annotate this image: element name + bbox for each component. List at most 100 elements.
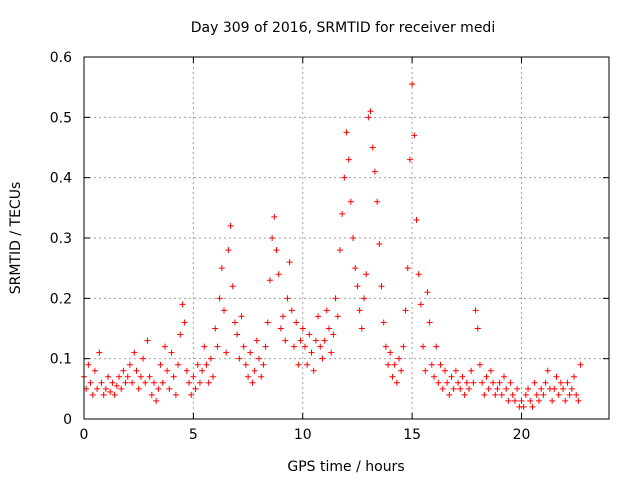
data-point bbox=[295, 361, 302, 368]
data-point bbox=[214, 343, 221, 350]
data-point bbox=[417, 301, 424, 308]
data-point bbox=[216, 295, 223, 302]
data-point bbox=[282, 337, 289, 344]
data-point bbox=[164, 367, 171, 374]
data-point bbox=[124, 373, 131, 380]
data-point bbox=[332, 295, 339, 302]
data-point bbox=[262, 343, 269, 350]
data-point bbox=[89, 391, 96, 398]
data-point bbox=[277, 325, 284, 332]
data-point bbox=[161, 343, 168, 350]
data-point bbox=[299, 325, 306, 332]
data-point bbox=[577, 361, 584, 368]
data-point bbox=[459, 373, 466, 380]
data-point bbox=[188, 391, 195, 398]
data-point bbox=[256, 355, 262, 362]
data-point bbox=[376, 241, 383, 248]
data-point bbox=[102, 385, 109, 392]
data-point bbox=[494, 385, 501, 392]
data-point bbox=[207, 355, 214, 362]
data-point bbox=[223, 349, 230, 356]
data-point bbox=[179, 301, 186, 308]
data-point bbox=[280, 313, 287, 320]
data-point bbox=[312, 337, 319, 344]
data-point bbox=[142, 379, 149, 386]
data-point bbox=[444, 379, 451, 386]
data-point bbox=[286, 259, 293, 266]
data-point bbox=[120, 367, 127, 374]
data-point bbox=[323, 307, 330, 314]
data-point bbox=[452, 367, 459, 374]
data-point bbox=[551, 385, 558, 392]
data-point bbox=[529, 403, 536, 410]
data-point bbox=[393, 379, 400, 386]
data-point bbox=[533, 391, 540, 398]
data-point bbox=[275, 271, 282, 278]
y-tick-label: 0.1 bbox=[50, 352, 72, 368]
data-point bbox=[409, 81, 416, 88]
data-point bbox=[94, 385, 101, 392]
data-point bbox=[566, 391, 573, 398]
data-point bbox=[131, 349, 138, 356]
data-point bbox=[367, 108, 374, 115]
x-tick-label: 0 bbox=[80, 427, 89, 443]
data-point bbox=[321, 337, 328, 344]
data-point bbox=[361, 295, 367, 302]
plot-frame bbox=[83, 56, 610, 420]
data-point bbox=[288, 307, 295, 314]
tick-labels: 0 5 10 15 20 0 0.1 0.2 0.3 0.4 0.5 0.6 bbox=[50, 50, 531, 443]
data-point bbox=[557, 379, 564, 386]
data-point bbox=[404, 265, 411, 272]
data-point bbox=[330, 331, 337, 338]
data-point bbox=[509, 391, 516, 398]
data-point bbox=[507, 379, 514, 386]
data-point bbox=[310, 367, 317, 374]
data-point bbox=[496, 379, 503, 386]
data-point bbox=[116, 373, 122, 380]
data-point bbox=[148, 391, 155, 398]
data-point bbox=[476, 361, 483, 368]
data-point bbox=[201, 343, 208, 350]
data-point bbox=[387, 349, 394, 356]
data-point bbox=[159, 379, 166, 386]
data-point bbox=[468, 367, 475, 374]
data-point bbox=[212, 325, 219, 332]
data-point bbox=[172, 391, 179, 398]
data-point bbox=[463, 379, 470, 386]
data-point bbox=[485, 385, 492, 392]
data-point bbox=[336, 247, 343, 254]
data-point bbox=[183, 367, 190, 374]
data-point bbox=[571, 373, 577, 380]
data-point bbox=[247, 349, 254, 356]
data-point bbox=[181, 319, 188, 326]
data-point bbox=[293, 319, 300, 326]
data-point bbox=[555, 391, 562, 398]
data-point bbox=[249, 379, 256, 386]
data-point bbox=[560, 385, 567, 392]
data-point bbox=[105, 373, 112, 380]
data-point bbox=[227, 222, 234, 229]
data-point bbox=[155, 385, 162, 392]
data-point bbox=[260, 361, 267, 368]
data-point bbox=[236, 355, 243, 362]
data-point bbox=[284, 295, 291, 302]
data-point bbox=[511, 397, 518, 404]
data-point bbox=[315, 313, 322, 320]
data-point bbox=[122, 379, 129, 386]
y-tick-label: 0.6 bbox=[50, 50, 72, 66]
data-point bbox=[91, 367, 98, 374]
data-point bbox=[153, 397, 160, 404]
data-point bbox=[269, 235, 276, 241]
data-point bbox=[319, 355, 326, 362]
data-point bbox=[481, 391, 488, 398]
data-point bbox=[365, 114, 372, 121]
data-point bbox=[503, 385, 510, 392]
data-point bbox=[402, 307, 409, 314]
chart-title: Day 309 of 2016, SRMTID for receiver med… bbox=[191, 20, 495, 36]
data-point bbox=[146, 373, 153, 380]
data-point bbox=[518, 397, 525, 404]
data-point bbox=[396, 355, 402, 362]
data-point bbox=[231, 319, 238, 326]
data-point bbox=[542, 379, 549, 386]
data-point bbox=[358, 325, 365, 332]
